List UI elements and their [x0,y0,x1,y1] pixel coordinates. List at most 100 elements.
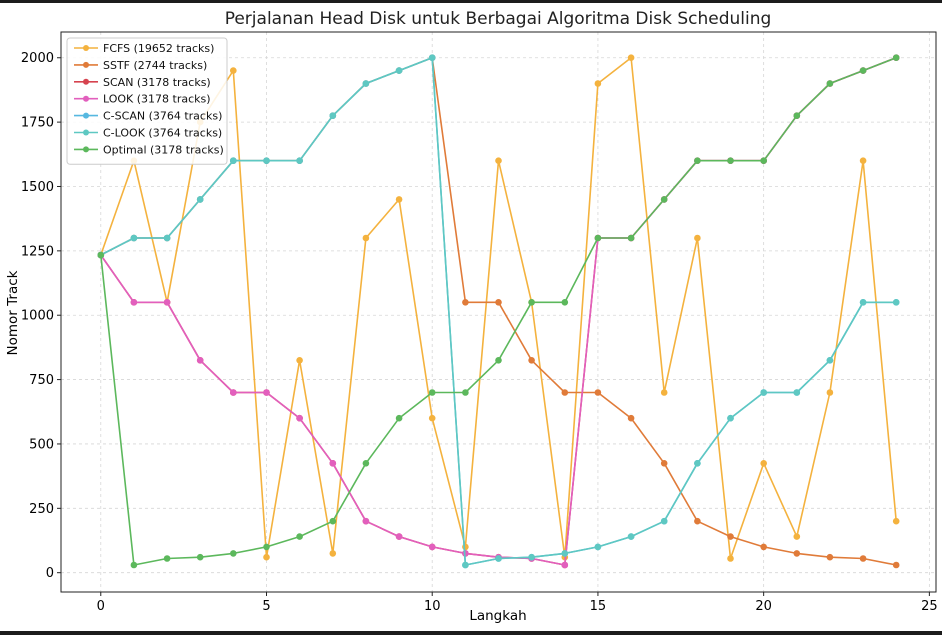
data-point [561,550,569,557]
data-point [462,389,469,396]
legend-label: Optimal (3178 tracks) [103,143,224,156]
data-point [196,357,204,364]
legend-label: LOOK (3178 tracks) [103,93,211,106]
data-point [826,389,834,396]
data-point [727,157,734,164]
data-point [760,543,767,551]
data-point [329,460,337,467]
legend-item: FCFS (19652 tracks) [74,42,214,55]
data-point [594,80,602,87]
legend-box [66,37,228,165]
data-point [462,561,469,569]
x-axis-ticks: 0 5 10 15 20 25 [97,592,938,614]
x-tick-label: 5 [262,599,270,614]
data-point [263,543,270,551]
legend-label: C-SCAN (3764 tracks) [103,110,222,123]
data-point [296,357,303,364]
data-point [892,561,900,569]
data-point [594,234,602,242]
data-point [660,517,668,525]
x-tick-label: 20 [755,599,772,614]
data-point [230,389,237,396]
data-point [362,460,370,467]
data-point [793,550,801,557]
legend-swatch-marker [83,129,89,136]
data-point [428,54,436,61]
y-tick-label: 750 [29,373,54,388]
data-point [395,196,403,203]
legend-swatch-marker [83,112,89,119]
y-tick-label: 500 [29,437,54,452]
data-point [329,550,337,557]
x-tick-label: 0 [97,599,105,614]
data-point [196,196,204,203]
data-point [495,357,502,364]
data-point [528,553,535,561]
plot-area-frame [60,31,937,593]
x-axis-label: Langkah [469,608,526,624]
x-tick-label: 10 [424,599,441,614]
data-point [296,157,303,164]
legend-swatch-marker [83,78,89,85]
data-point [130,561,138,569]
legend-item: Optimal (3178 tracks) [74,143,224,156]
data-point [230,67,237,74]
x-tick-label: 25 [921,599,938,614]
data-point [760,389,767,396]
data-point [859,67,867,74]
data-point [561,561,569,569]
data-point [859,299,867,306]
legend-swatch-marker [83,95,89,102]
legend-label: C-LOOK (3764 tracks) [103,127,222,140]
data-point [727,414,734,422]
legend-item: C-SCAN (3764 tracks) [74,110,222,123]
data-point [462,299,469,306]
data-point [561,389,569,396]
data-point [627,234,635,242]
data-point [694,157,701,164]
legend-swatch-marker [83,61,89,68]
data-point [230,550,237,557]
chart-figure: Perjalanan Head Disk untuk Berbagai Algo… [0,3,942,631]
y-tick-label: 1000 [21,309,54,324]
data-point [263,157,270,164]
y-tick-label: 1250 [21,244,54,259]
legend-item: SCAN (3178 tracks) [74,76,211,89]
legend-swatch-marker [83,146,89,153]
data-point [163,555,171,562]
data-point [760,460,767,467]
y-tick-label: 250 [29,502,54,517]
x-tick-label: 15 [590,599,607,614]
data-point [130,299,138,306]
data-point [362,80,370,87]
data-point [660,196,668,203]
data-point [163,299,171,306]
data-point [263,553,270,561]
legend-item: SSTF (2744 tracks) [74,59,207,72]
data-point [528,299,535,306]
y-tick-label: 2000 [21,51,54,66]
data-point [694,460,701,467]
legend-swatch-marker [83,45,89,51]
data-point [495,555,502,562]
data-point [495,299,502,306]
data-point [793,112,801,119]
series-lines [97,54,900,569]
data-point [395,414,403,422]
legend-label: SCAN (3178 tracks) [103,76,211,89]
data-point [495,157,502,164]
data-point [329,517,337,525]
data-point [859,555,867,562]
data-point [859,157,867,164]
data-point [727,533,734,540]
y-tick-label: 0 [46,566,54,581]
y-axis-ticks: 0 250 500 750 1000 1250 1500 1750 2000 [21,51,61,581]
data-point [395,67,403,74]
data-point [727,555,734,562]
data-point [462,543,469,551]
data-point [892,299,900,306]
data-point [428,543,436,551]
data-point [627,54,635,61]
y-tick-label: 1750 [21,116,54,131]
data-point [826,357,834,364]
